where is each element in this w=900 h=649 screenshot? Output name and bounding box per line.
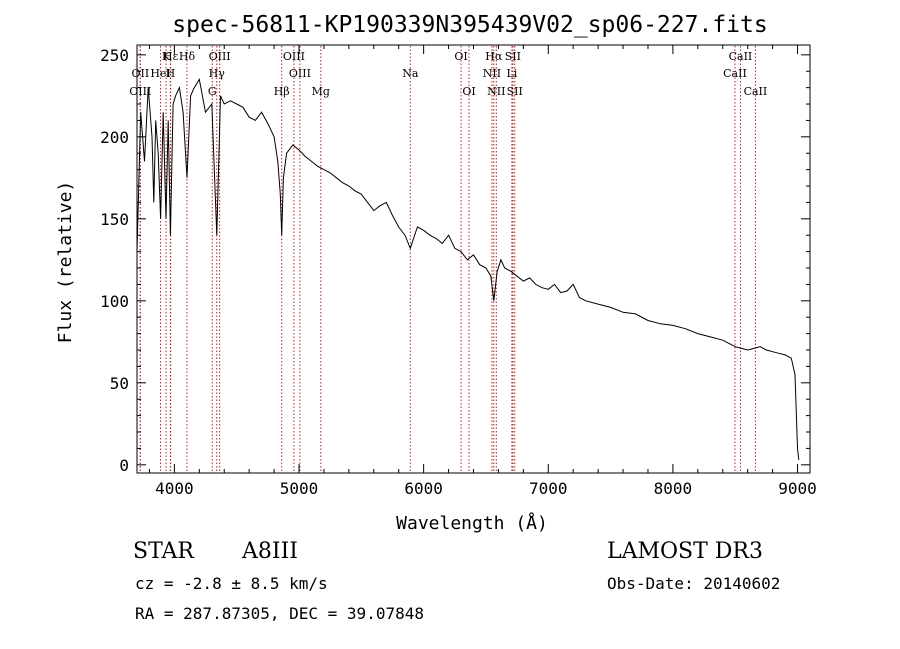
x-axis-ticks: 4000 5000 6000 7000 8000 9000 [148, 45, 817, 498]
emission-line-markers [139, 46, 756, 473]
survey-name: LAMOST DR3 [607, 539, 763, 564]
y-tick-label: 250 [100, 46, 129, 65]
spectrum-series-line [136, 78, 800, 460]
line-label-g: G [208, 85, 217, 98]
line-label-hβ: Hβ [274, 85, 290, 98]
line-label-oiii: OIII [289, 67, 311, 80]
line-label-caii: CaII [729, 50, 753, 63]
y-axis-ticks: 0 50 100 150 200 250 [100, 46, 810, 475]
line-label-hδ: Hδ [179, 50, 196, 63]
line-label-li: Li [506, 67, 517, 80]
line-label-hα: Hα [485, 50, 503, 63]
line-label-caii: CaII [744, 85, 768, 98]
line-label-nii: NII [483, 67, 501, 80]
line-label-caii: CaII [723, 67, 747, 80]
y-axis-label: Flux (relative) [55, 181, 76, 344]
line-label-k: K [162, 50, 171, 63]
line-label-oiii: OIII [283, 50, 305, 63]
y-tick-label: 100 [100, 292, 129, 311]
line-label-oiii: OIII [209, 50, 231, 63]
y-tick-label: 50 [110, 374, 129, 393]
x-axis-label: Wavelength (Å) [396, 512, 548, 534]
object-class: STAR [133, 539, 194, 564]
line-label-oi: OI [454, 50, 467, 63]
line-label-h: H [166, 67, 176, 80]
line-label-sii: SII [505, 50, 521, 63]
x-tick-label: 5000 [280, 479, 319, 498]
line-label-oii: OII [132, 67, 150, 80]
redshift-cz: cz = -2.8 ± 8.5 km/s [135, 574, 328, 593]
coordinates: RA = 287.87305, DEC = 39.07848 [135, 604, 424, 623]
line-label-nii: NII [487, 85, 505, 98]
spectral-subclass: A8III [242, 539, 298, 564]
x-tick-label: 9000 [778, 479, 817, 498]
plot-frame [136, 44, 811, 474]
line-label-oi: OI [462, 85, 475, 98]
line-label-hγ: Hγ [209, 67, 226, 80]
line-label-sii: SII [507, 85, 523, 98]
y-tick-label: 200 [100, 128, 129, 147]
observation-date: Obs-Date: 20140602 [607, 574, 781, 593]
line-label-oiii: OIII [129, 85, 151, 98]
line-label-na: Na [402, 67, 419, 80]
x-tick-label: 6000 [404, 479, 443, 498]
y-tick-label: 150 [100, 210, 129, 229]
y-tick-label: 0 [119, 456, 129, 475]
x-tick-label: 8000 [654, 479, 693, 498]
x-tick-label: 7000 [529, 479, 568, 498]
x-tick-label: 4000 [155, 479, 194, 498]
line-label-hei: HeI [150, 67, 170, 80]
chart-title: spec-56811-KP190339N395439V02_sp06-227.f… [172, 12, 767, 38]
line-label-mg: Mg [312, 85, 330, 98]
